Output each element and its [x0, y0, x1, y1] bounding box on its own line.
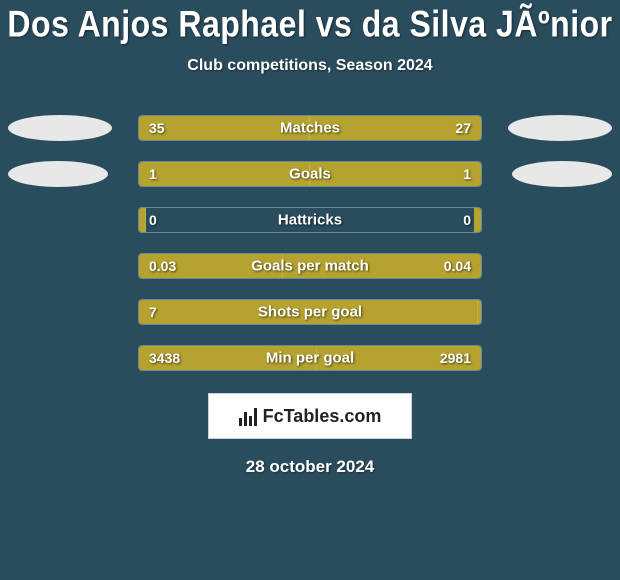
logo-text: FcTables.com [263, 406, 382, 427]
stat-bar: 34382981Min per goal [138, 345, 482, 371]
stat-row: 7Shots per goal [0, 299, 620, 325]
fill-left [139, 208, 146, 232]
fill-right [317, 346, 481, 370]
fill-right [310, 162, 481, 186]
fill-right [478, 300, 481, 324]
player-ellipse-left [8, 115, 112, 141]
subtitle: Club competitions, Season 2024 [0, 57, 620, 75]
stat-row: 3527Matches [0, 115, 620, 141]
card-date: 28 october 2024 [0, 457, 620, 477]
page-title: Dos Anjos Raphael vs da Silva JÃºnior [0, 3, 620, 46]
fill-left [139, 346, 317, 370]
stat-bar: 7Shots per goal [138, 299, 482, 325]
player-ellipse-right [512, 161, 612, 187]
stat-bar: 3527Matches [138, 115, 482, 141]
stat-value-left: 0 [149, 212, 157, 228]
fill-left [139, 162, 310, 186]
comparison-card: Dos Anjos Raphael vs da Silva JÃºnior Cl… [0, 0, 620, 477]
logo-bars-icon [239, 406, 257, 426]
fill-left [139, 300, 478, 324]
stat-bar: 0.030.04Goals per match [138, 253, 482, 279]
stat-row: 0 0Hattricks [0, 207, 620, 233]
fill-right [474, 208, 481, 232]
stat-row: 34382981Min per goal [0, 345, 620, 371]
player-ellipse-left [8, 161, 108, 187]
stat-bar: 11Goals [138, 161, 482, 187]
stat-row: 0.030.04Goals per match [0, 253, 620, 279]
fill-left [139, 116, 310, 140]
stat-row: 11Goals [0, 161, 620, 187]
fill-left [139, 254, 283, 278]
stat-rows: 3527Matches 11Goals 0 0Hattricks 0.030.04Goa… [0, 115, 620, 371]
stat-bar: 0 0Hattricks [138, 207, 482, 233]
stat-value-right: 0 [463, 212, 471, 228]
fill-right [310, 116, 481, 140]
fctables-logo: FcTables.com [208, 393, 412, 439]
fill-right [283, 254, 481, 278]
stat-label: Hattricks [139, 212, 481, 229]
player-ellipse-right [508, 115, 612, 141]
